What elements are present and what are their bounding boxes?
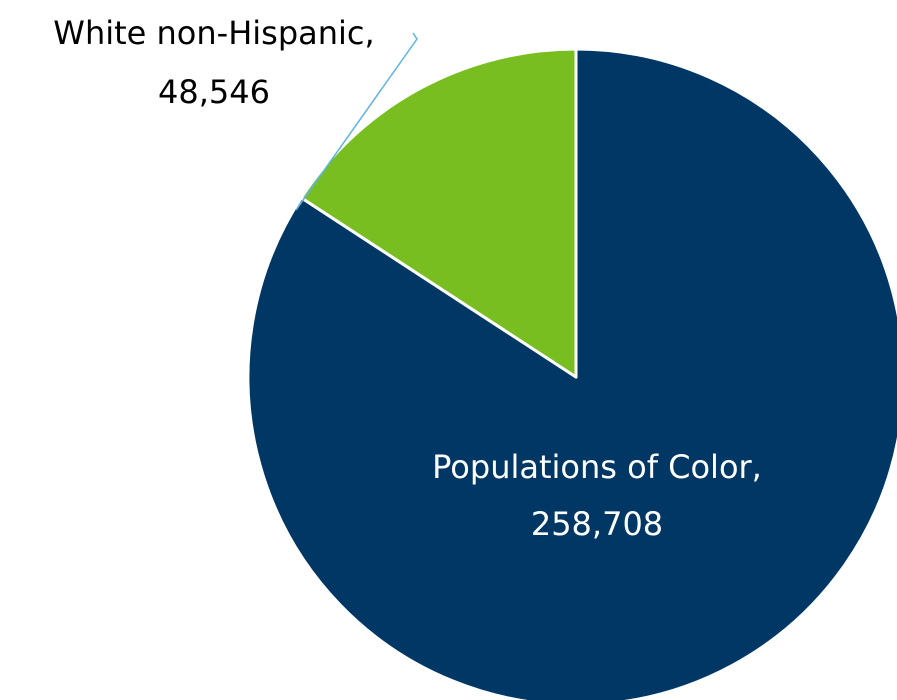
data-label-white-non-hispanic: White non-Hispanic, 48,546 bbox=[53, 14, 374, 111]
data-label-name-populations-of-color: Populations of Color, bbox=[432, 448, 762, 486]
leader-lines-layer bbox=[295, 32, 418, 211]
labels-layer: Populations of Color, 258,708 White non-Hi… bbox=[53, 14, 762, 543]
pie-slice-populations-of-color bbox=[246, 47, 897, 700]
leader-line-white-non-hispanic bbox=[295, 32, 418, 211]
data-label-populations-of-color: Populations of Color, 258,708 bbox=[432, 448, 762, 543]
data-label-name-white-non-hispanic: White non-Hispanic, bbox=[53, 14, 374, 52]
slices-layer bbox=[246, 47, 897, 700]
data-label-value-populations-of-color: 258,708 bbox=[531, 505, 663, 543]
data-label-value-white-non-hispanic: 48,546 bbox=[158, 73, 270, 111]
pie-slice-white-non-hispanic bbox=[299, 47, 578, 379]
